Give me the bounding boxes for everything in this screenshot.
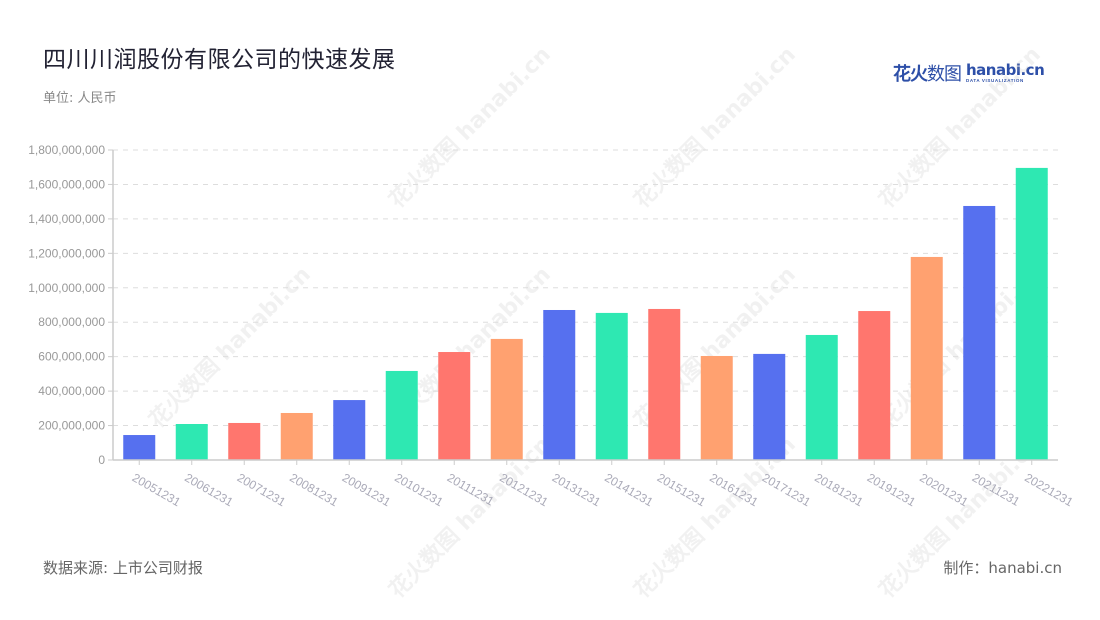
x-tick-label: 20191231	[865, 470, 919, 509]
logo-en-sub: DATA VISUALIZATION	[966, 77, 1024, 83]
x-tick-label: 20201231	[917, 470, 971, 509]
data-source: 数据来源: 上市公司财报	[43, 559, 203, 577]
x-tick-label: 20091231	[340, 470, 394, 509]
bar-20201231[interactable]	[910, 256, 943, 460]
y-tick-label: 0	[98, 453, 105, 467]
x-tick-label: 20151231	[655, 470, 709, 509]
bar-20121231[interactable]	[490, 338, 523, 460]
bar-20171231[interactable]	[753, 353, 786, 460]
bars	[123, 167, 1048, 460]
y-tick-label: 1,200,000,000	[28, 246, 105, 260]
x-tick-label: 20061231	[182, 470, 236, 509]
y-tick-label: 600,000,000	[38, 350, 105, 364]
x-tick-label: 20181231	[812, 470, 866, 509]
hanabi-logo: 花火数图 hanabi.cn DATA VISUALIZATION	[893, 60, 1045, 86]
x-tick-label: 20161231	[707, 470, 761, 509]
bar-20221231[interactable]	[1015, 167, 1048, 460]
y-tick-label: 800,000,000	[38, 315, 105, 329]
bar-20051231[interactable]	[123, 435, 156, 460]
x-tick-label: 20051231	[130, 470, 184, 509]
x-tick-label: 20171231	[760, 470, 814, 509]
logo-en-block: hanabi.cn DATA VISUALIZATION	[966, 60, 1045, 84]
bar-20191231[interactable]	[858, 311, 891, 460]
logo-cn-bold: 花火	[893, 64, 928, 85]
y-tick-label: 1,600,000,000	[28, 177, 105, 191]
y-tick-label: 1,400,000,000	[28, 212, 105, 226]
y-tick-label: 1,800,000,000	[28, 143, 105, 157]
bar-20071231[interactable]	[228, 422, 261, 460]
bar-20101231[interactable]	[385, 370, 418, 460]
x-tick-label: 20141231	[602, 470, 656, 509]
bar-20091231[interactable]	[333, 400, 366, 460]
bar-20181231[interactable]	[805, 334, 838, 460]
bar-20081231[interactable]	[280, 412, 313, 460]
x-tick-label: 20071231	[235, 470, 289, 509]
x-tick-label: 20101231	[392, 470, 446, 509]
chart-title: 四川川润股份有限公司的快速发展	[43, 47, 396, 73]
y-tick-label: 1,000,000,000	[28, 281, 105, 295]
bar-20131231[interactable]	[543, 309, 576, 460]
bar-20061231[interactable]	[175, 424, 208, 460]
logo-en-main: hanabi.cn	[966, 60, 1045, 79]
bar-20161231[interactable]	[700, 355, 733, 460]
bar-20211231[interactable]	[963, 205, 996, 460]
credit: 制作：hanabi.cn	[943, 559, 1062, 577]
x-tick-label: 20111231	[445, 470, 497, 508]
x-axis: 20051231 20061231 20071231 20081231 20091231…	[113, 459, 1076, 509]
unit-label: 单位: 人民币	[43, 91, 117, 106]
x-tick-label: 20221231	[1022, 470, 1076, 509]
y-tick-label: 200,000,000	[38, 419, 105, 433]
bar-20141231[interactable]	[595, 312, 628, 460]
logo-cn-thin: 数图	[927, 64, 962, 85]
x-tick-label: 20121231	[497, 470, 551, 509]
y-axis: 0 200,000,000 400,000,000 600,000,000 800,00…	[28, 143, 114, 467]
logo-cn-text: 花火数图	[893, 60, 962, 86]
bar-20111231[interactable]	[438, 352, 471, 460]
x-tick-label: 20131231	[550, 470, 604, 509]
bar-20151231[interactable]	[648, 308, 681, 460]
grid-lines	[113, 149, 1058, 427]
y-tick-label: 400,000,000	[38, 384, 105, 398]
x-tick-label: 20211231	[970, 470, 1023, 509]
x-tick-label: 20081231	[287, 470, 341, 509]
